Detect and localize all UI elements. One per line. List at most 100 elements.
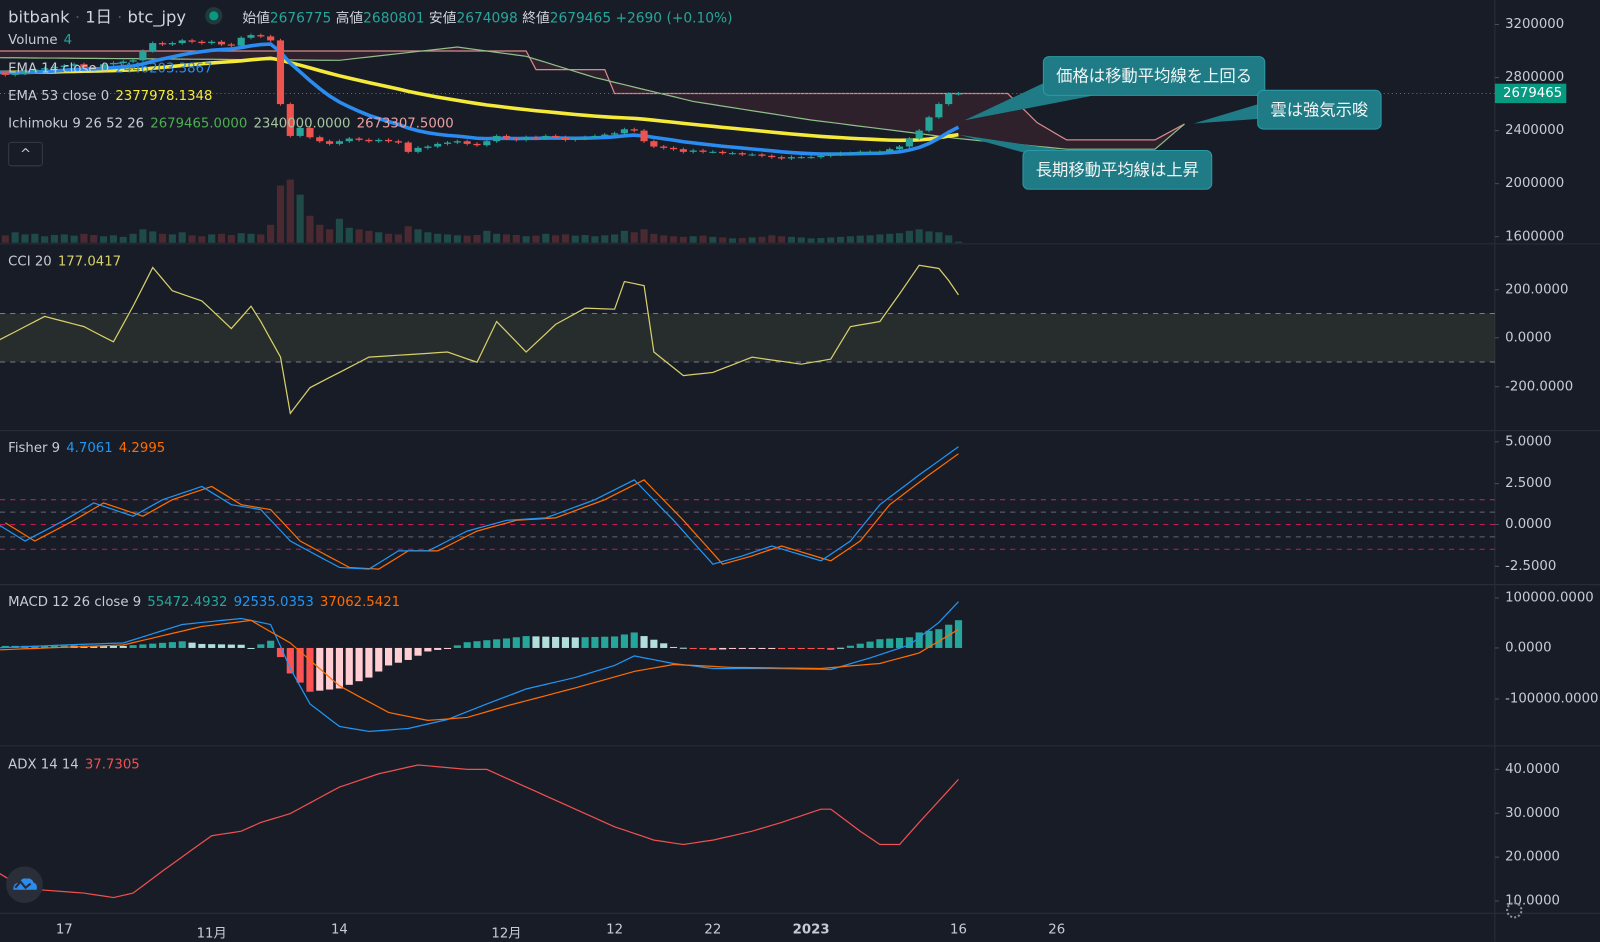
macd-histogram-bar [679,647,687,649]
macd-histogram-bar [954,620,963,648]
volume-bar [158,233,167,243]
legend-value: 2340000.0000 [253,116,351,132]
volume-legend[interactable]: Volume 4 [8,33,78,48]
macd-histogram-bar [237,644,245,648]
candle [856,151,864,154]
legend-value: 55472.4932 [147,594,228,611]
candle [286,104,294,136]
macd-histogram-bar [846,645,854,648]
ichimoku-legend[interactable]: Ichimoku 9 26 52 26 2679465.0000 2340000.0… [8,116,460,131]
macd-histogram-bar [483,640,491,648]
cci-band [0,313,1495,362]
volume-bar [375,232,383,243]
candle [198,41,206,44]
candle [807,157,815,159]
adx-line [0,764,959,899]
main-pane [0,33,1495,243]
candle [591,135,599,138]
axis-tick-label: 2400000 [1505,122,1565,139]
macd-histogram-bar [267,640,275,648]
volume-bar [208,234,216,243]
symbol[interactable]: btc_jpy [127,7,187,27]
candle [778,157,786,159]
volume-bar [237,233,245,243]
volume-bar [365,230,373,243]
macd-histogram-bar [139,644,147,648]
volume-bar [925,231,933,243]
volume-bar [611,234,619,243]
macd-histogram-bar [935,629,943,648]
ema53-legend[interactable]: EMA 53 close 0 2377978.1348 [8,89,218,104]
ema14-legend[interactable]: EMA 14 close 0 2446203.3867 [8,61,218,76]
volume-bar [434,233,442,243]
volume-bar [355,229,363,243]
interval[interactable]: 1日 [85,7,112,27]
volume-bar [267,224,275,243]
collapse-legend-button[interactable]: ^ [8,141,43,167]
axis-tick-label: 0.0000 [1505,330,1552,346]
callout-long-ma-rising[interactable]: 長期移動平均線は上昇 [1022,149,1213,190]
candle [41,68,49,70]
cci-legend[interactable]: CCI 20 177.0417 [8,254,127,269]
volume-bar [41,236,49,243]
macd-histogram-bar [601,636,609,648]
macd-histogram-bar [129,645,137,648]
adx-legend[interactable]: ADX 14 14 37.7305 [8,757,146,772]
tradingview-logo-icon[interactable] [6,866,43,904]
change-value: +2690 (+0.10%) [615,10,733,27]
candle [601,134,609,136]
volume-bar [326,229,334,243]
candle [109,62,117,65]
legend-value: 37062.5421 [319,594,401,611]
legend-value: 4 [63,32,73,48]
candle [345,138,353,142]
candle [512,138,520,140]
candle [80,64,88,67]
fisher-line [0,446,959,570]
callout-pointer [959,134,1082,156]
candle [473,143,481,146]
callout-price-above-ma[interactable]: 価格は移動平均線を上回る [1042,56,1266,96]
candle [453,141,461,143]
volume-bar [512,235,520,243]
volume-bar [188,235,196,243]
macd-histogram-bar [168,642,176,648]
volume-bar [709,236,717,243]
close-value: 2679465 [549,10,612,27]
legend-value: 2446203.3867 [115,61,213,77]
macd-histogram-bar [571,637,579,648]
candle [660,146,668,148]
time-tick-label: 12 [606,922,624,938]
ema14-line [0,42,960,156]
time-tick-label: 14 [330,922,348,938]
candle [21,70,29,74]
axis-tick-label: -200.0000 [1505,379,1574,395]
candle [1,72,9,75]
exchange: bitbank [8,7,70,27]
fisher-legend[interactable]: Fisher 9 4.7061 4.2995 [8,441,171,456]
settings-gear-icon[interactable] [1506,902,1523,919]
axis-tick-label: 5.0000 [1505,434,1552,450]
volume-bar [90,235,98,243]
volume-bar [453,235,461,243]
candle [738,153,746,155]
candle [100,64,108,69]
candle [571,138,579,140]
macd-histogram-bar [119,645,127,648]
candle [326,141,334,144]
volume-bar [935,232,943,243]
volume-bar [542,233,550,243]
macd-legend[interactable]: MACD 12 26 close 9 55472.4932 92535.0353 37… [8,595,406,610]
callout-cloud-bullish[interactable]: 雲は強気示唆 [1257,89,1382,130]
macd-histogram-bar [463,642,471,648]
volume-bar [846,236,854,243]
macd-signal-line [0,619,959,722]
volume-bar [886,233,894,243]
volume-bar [679,236,687,243]
macd-histogram-bar [473,641,481,648]
volume-bar [778,236,786,243]
volume-bar [178,232,186,243]
macd-histogram-bar [424,647,432,652]
volume-bar [581,235,589,243]
